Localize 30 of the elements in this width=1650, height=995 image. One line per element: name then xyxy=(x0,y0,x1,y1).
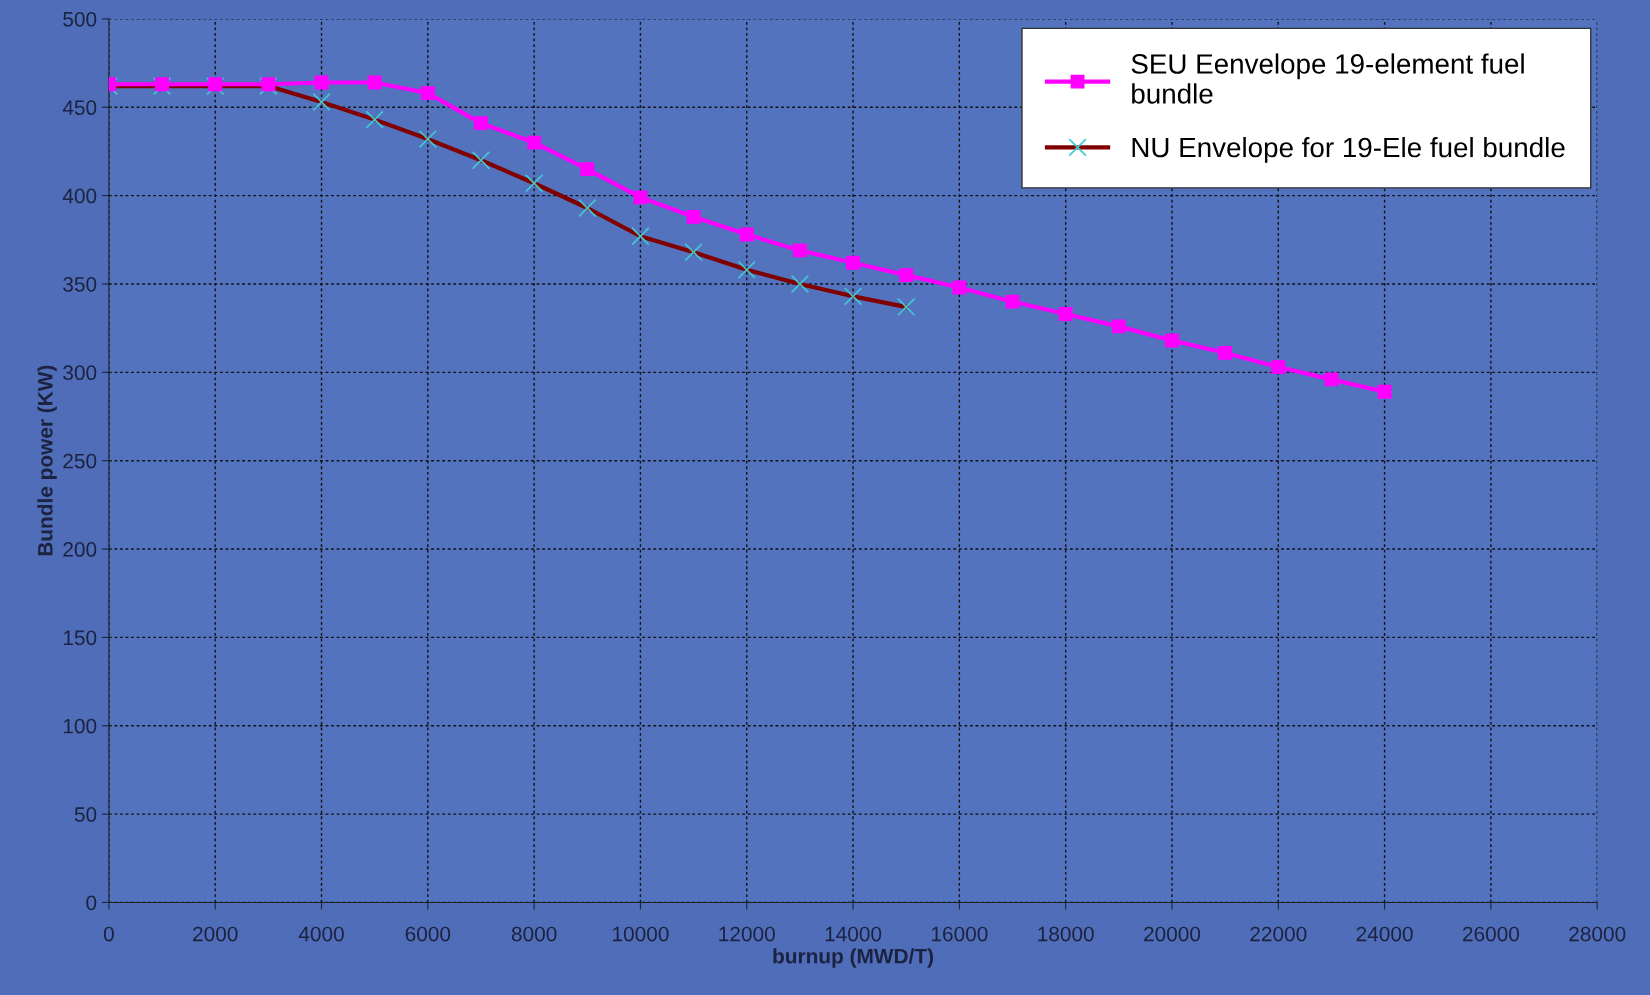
y-tick-label: 350 xyxy=(63,276,97,292)
x-tick-label: 24000 xyxy=(1356,926,1413,942)
y-tick-label: 100 xyxy=(63,718,97,734)
x-tick-label: 26000 xyxy=(1462,926,1520,942)
y-tick-label: 150 xyxy=(63,630,97,646)
x-tick-label: 2000 xyxy=(193,926,238,942)
legend-label: NU Envelope for 19-Ele fuel bundle xyxy=(1132,136,1565,163)
y-tick-label: 400 xyxy=(62,188,97,204)
legend-label: SEU Eenvelope 19-element fuel bundle xyxy=(1131,53,1524,104)
x-tick-label: 18000 xyxy=(1038,926,1094,942)
x-tick-label: 12000 xyxy=(719,926,775,942)
y-tick-label: 500 xyxy=(63,11,97,27)
y-tick-label: 0 xyxy=(86,895,97,911)
x-tick-label: 22000 xyxy=(1250,926,1307,942)
x-tick-label: 6000 xyxy=(405,926,451,942)
x-tick-label: 4000 xyxy=(298,926,344,942)
y-tick-label: 450 xyxy=(62,100,97,116)
y-tick-label: 50 xyxy=(74,807,97,822)
x-tick-label: 16000 xyxy=(931,926,988,942)
y-tick-label: 250 xyxy=(63,453,97,469)
y-tick-label: 300 xyxy=(63,365,97,381)
x-tick-label: 8000 xyxy=(511,926,557,942)
x-tick-label: 10000 xyxy=(613,926,669,942)
x-tick-label: 28000 xyxy=(1569,926,1626,942)
x-axis-title: burnup (MWD/T) xyxy=(773,948,934,968)
y-axis-title: Bundle power (KW) xyxy=(37,365,57,556)
y-tick-label: 200 xyxy=(63,542,97,557)
x-tick-label: 14000 xyxy=(825,926,882,942)
x-tick-label: 20000 xyxy=(1144,926,1201,942)
x-tick-label: 0 xyxy=(103,926,114,942)
